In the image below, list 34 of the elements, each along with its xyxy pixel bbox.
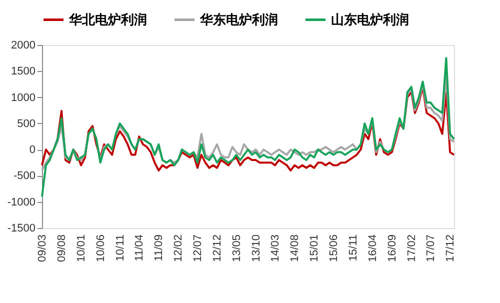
y-tick-label: -1000 — [7, 196, 36, 208]
legend-label: 华东电炉利润 — [199, 12, 278, 27]
x-tick-label: 10/11 — [114, 234, 126, 262]
legend-label: 山东电炉利润 — [331, 12, 409, 27]
x-tick-label: 14/03 — [270, 234, 282, 262]
x-tick-label: 17/12 — [444, 234, 457, 262]
x-tick-label: 12/07 — [192, 234, 204, 262]
x-tick-label: 15/06 — [328, 234, 340, 262]
x-tick-label: 13/05 — [230, 234, 243, 262]
x-tick-label: 14/08 — [289, 234, 302, 262]
y-tick-label: -500 — [13, 170, 36, 182]
y-tick-label: 500 — [17, 118, 36, 130]
y-tick-label: 1500 — [11, 66, 36, 78]
x-tick-label: 16/04 — [366, 234, 379, 262]
y-tick-label: 1000 — [11, 92, 36, 104]
line-series — [41, 57, 455, 198]
x-tick-label: 15/01 — [308, 234, 321, 262]
x-tick-label: 12/02 — [172, 234, 185, 262]
y-tick-label: -1500 — [7, 222, 36, 234]
x-tick-label: 15/11 — [347, 234, 360, 262]
y-tick-label: 0 — [29, 144, 36, 156]
x-tick-label: 17/07 — [425, 234, 438, 262]
x-tick-label: 09/03 — [36, 234, 48, 262]
x-tick-label: 11/09 — [153, 234, 166, 262]
x-tick-label: 12/12 — [211, 234, 224, 262]
legend-label: 华北电炉利润 — [68, 12, 147, 27]
x-tick-label: 11/04 — [134, 234, 146, 262]
x-tick-label: 10/01 — [76, 234, 88, 262]
y-tick-label: 2000 — [11, 40, 36, 52]
x-tick-label: 10/06 — [94, 234, 107, 262]
x-tick-label: 09/08 — [56, 234, 68, 262]
x-tick-label: 16/09 — [386, 234, 398, 262]
x-tick-label: 13/10 — [250, 234, 262, 262]
x-tick-label: 17/02 — [406, 234, 418, 262]
